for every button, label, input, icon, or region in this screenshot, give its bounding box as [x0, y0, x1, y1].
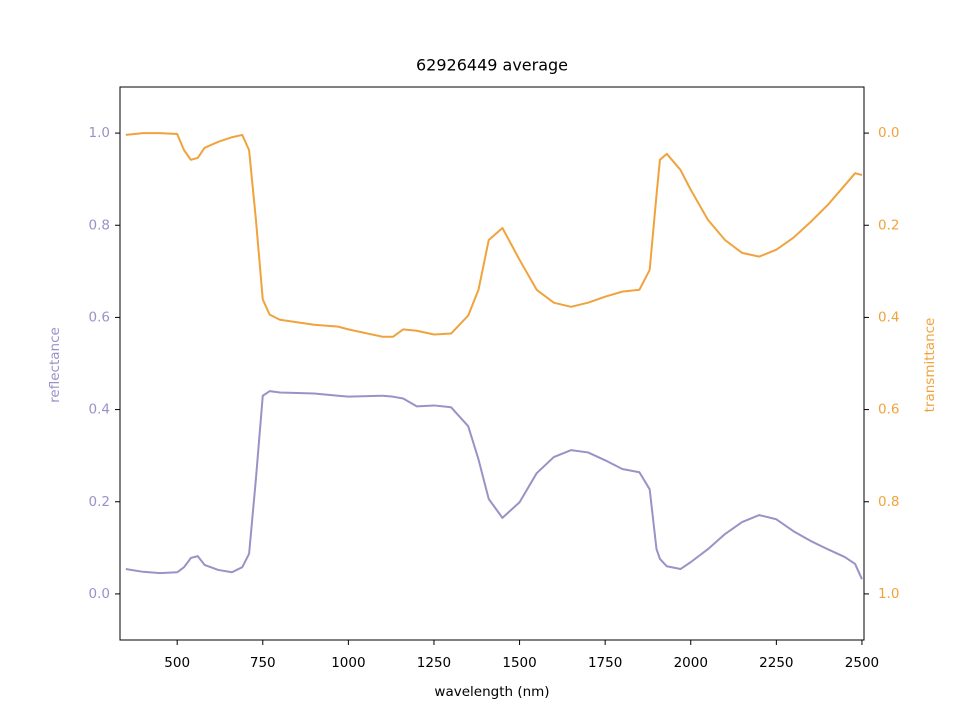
x-tick-label: 1250 — [417, 655, 451, 671]
x-tick-label: 1750 — [588, 655, 622, 671]
x-tick-label: 1000 — [331, 655, 365, 671]
y2-tick-label: 1.0 — [878, 586, 899, 602]
y2-tick-label: 0.2 — [878, 217, 899, 233]
y-tick-label: 0.2 — [89, 494, 110, 510]
y-axis-label: reflectance — [47, 327, 63, 403]
y-tick-label: 0.4 — [89, 402, 110, 418]
y-tick-label: 0.6 — [89, 309, 110, 325]
y2-tick-label: 0.4 — [878, 309, 899, 325]
x-tick-label: 2000 — [674, 655, 708, 671]
y-tick-label: 0.0 — [89, 586, 110, 602]
y2-axis-label: transmittance — [922, 318, 938, 413]
y2-tick-label: 0.8 — [878, 494, 899, 510]
y2-tick-label: 0.0 — [878, 125, 899, 141]
x-tick-label: 750 — [250, 655, 276, 671]
y-tick-label: 1.0 — [89, 125, 110, 141]
y-tick-label: 0.8 — [89, 217, 110, 233]
x-axis-label: wavelength (nm) — [434, 684, 549, 700]
y2-tick-label: 0.6 — [878, 402, 899, 418]
plot-frame — [119, 86, 865, 641]
data-line — [125, 132, 863, 338]
chart-title: 62926449 average — [416, 56, 568, 75]
x-tick-label: 1500 — [502, 655, 536, 671]
x-tick-label: 2250 — [759, 655, 793, 671]
x-tick-label: 500 — [164, 655, 190, 671]
x-tick-label: 2500 — [845, 655, 879, 671]
data-line — [125, 390, 863, 580]
